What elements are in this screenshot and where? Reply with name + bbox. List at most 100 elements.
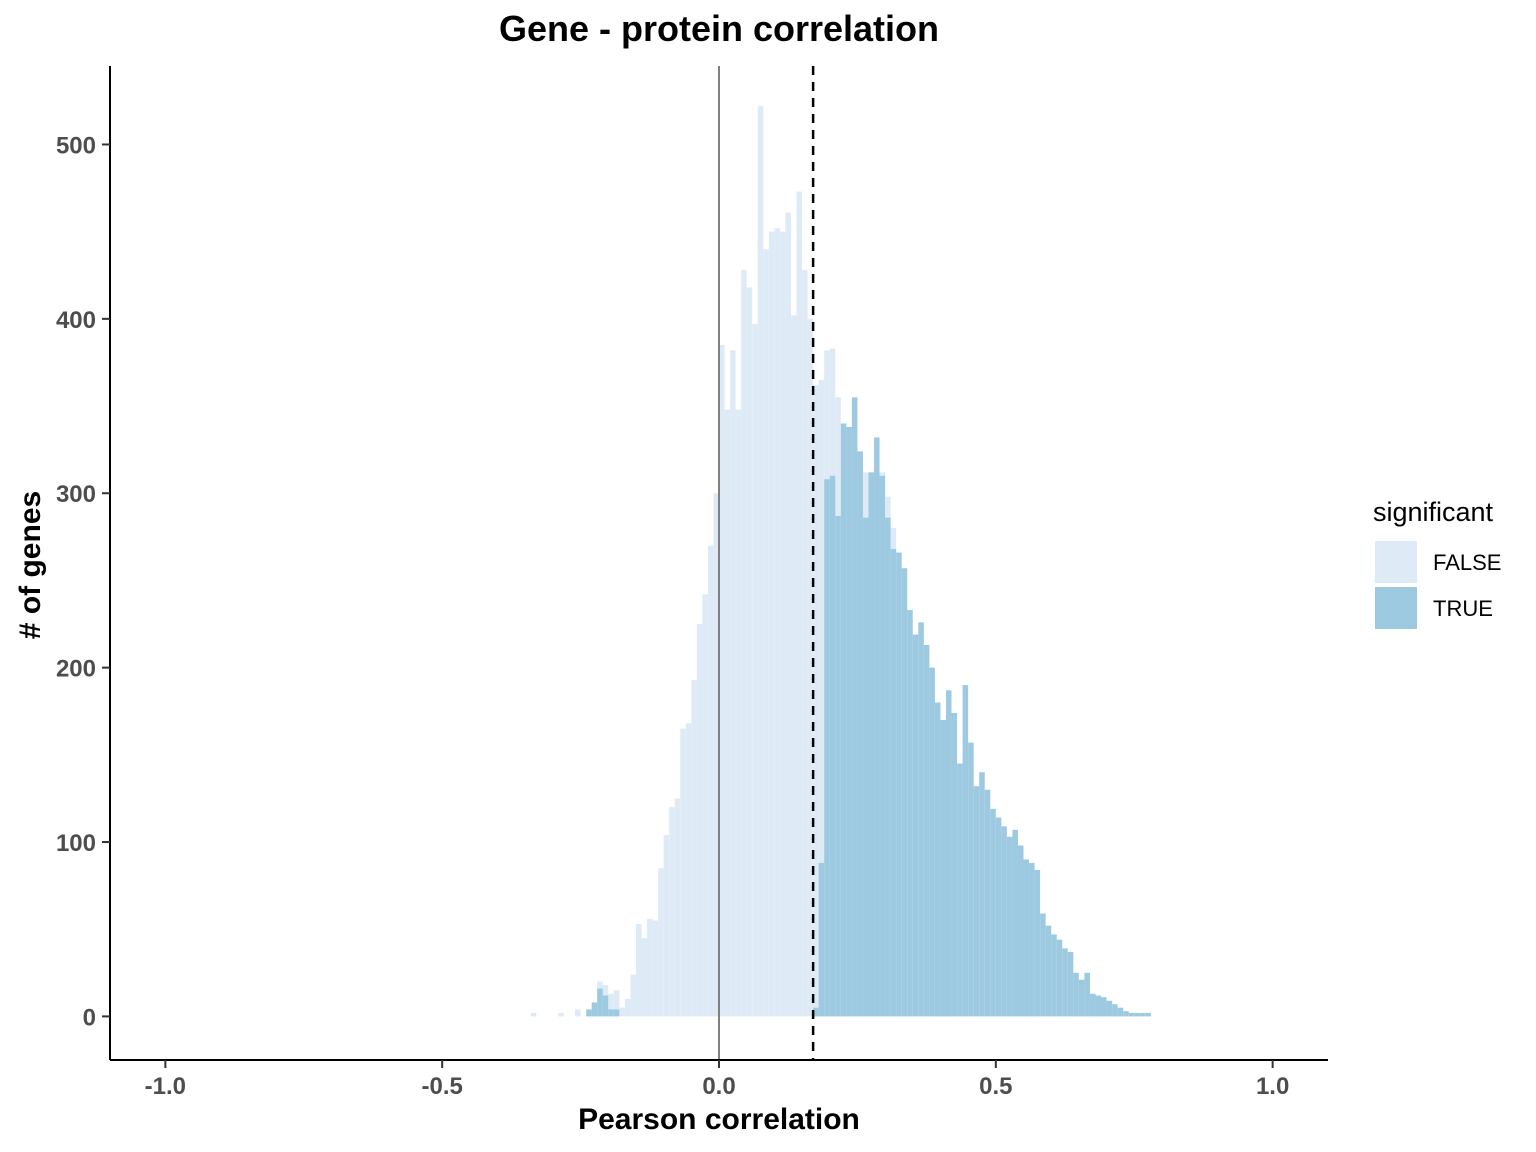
x-axis-ticks: -1.0 -0.5 0.0 0.5 1.0 <box>145 1060 1289 1100</box>
bar-true <box>885 517 891 1017</box>
bar-true <box>962 685 969 1017</box>
legend-swatch-true <box>1375 587 1417 629</box>
bar-true <box>857 451 863 1017</box>
bar-true <box>945 690 952 1017</box>
bar-false <box>774 228 780 1017</box>
bar-false <box>796 191 803 1017</box>
bar-true <box>868 472 875 1017</box>
bar-true <box>984 789 991 1017</box>
bar-true <box>1040 913 1046 1017</box>
chart-title: Gene - protein correlation <box>499 8 939 49</box>
x-tick-label: 0.0 <box>702 1073 735 1100</box>
bar-true <box>1095 995 1102 1017</box>
bar-true <box>901 568 908 1017</box>
bar-true <box>1029 862 1035 1017</box>
bar-false <box>530 1012 537 1017</box>
y-axis-title: # of genes <box>14 491 47 639</box>
bar-false <box>813 385 819 1017</box>
bar-false <box>741 270 747 1017</box>
bar-true <box>1051 934 1057 1017</box>
bar-true <box>1123 1011 1129 1017</box>
bar-true <box>907 610 913 1017</box>
y-tick-label: 200 <box>56 656 96 683</box>
bar-true <box>1145 1012 1151 1017</box>
bar-false <box>707 545 714 1017</box>
y-tick-label: 300 <box>56 481 96 508</box>
legend-label-false: FALSE <box>1433 550 1501 575</box>
legend: significant FALSE TRUE <box>1373 497 1501 629</box>
bar-false <box>807 318 814 1017</box>
y-tick-label: 400 <box>56 307 96 334</box>
bar-false <box>818 379 825 1017</box>
bar-true <box>923 644 930 1017</box>
bar-true <box>840 423 847 1017</box>
bar-true <box>1056 939 1063 1017</box>
bar-true <box>602 995 609 1017</box>
bar-true <box>851 397 858 1017</box>
y-tick-label: 500 <box>56 132 96 159</box>
x-tick-label: 0.5 <box>979 1073 1012 1100</box>
bar-true <box>896 552 902 1017</box>
legend-label-true: TRUE <box>1433 596 1493 621</box>
bar-false <box>719 345 725 1017</box>
bar-false <box>575 1009 581 1017</box>
bar-false <box>647 918 653 1017</box>
bar-false <box>674 798 681 1017</box>
bar-true <box>1067 951 1074 1017</box>
bar-true <box>608 1009 614 1017</box>
bar-true <box>1089 993 1096 1017</box>
x-tick-label: 1.0 <box>1256 1073 1289 1100</box>
bar-true <box>957 763 963 1017</box>
bar-false <box>702 594 708 1017</box>
bar-true <box>586 1009 592 1017</box>
bar-false <box>613 990 620 1017</box>
bar-false <box>785 212 791 1017</box>
bar-true <box>1117 1007 1124 1017</box>
y-axis-ticks: 0 100 200 300 400 500 <box>56 132 110 1031</box>
legend-swatch-false <box>1375 541 1417 583</box>
series-true-bars <box>586 397 1151 1017</box>
bar-true <box>951 712 958 1017</box>
bar-false <box>790 315 797 1017</box>
bar-true <box>829 475 836 1017</box>
bar-true <box>1001 826 1007 1017</box>
bar-true <box>818 862 825 1017</box>
bar-true <box>1017 845 1024 1017</box>
bar-true <box>1134 1012 1140 1017</box>
bar-false <box>619 1007 625 1017</box>
bar-true <box>1012 829 1018 1017</box>
x-axis-title: Pearson correlation <box>578 1103 860 1136</box>
bar-false <box>658 868 664 1017</box>
bar-true <box>990 808 996 1017</box>
bar-true <box>613 1009 620 1017</box>
bar-true <box>973 786 980 1017</box>
bar-false <box>685 723 692 1017</box>
bar-true <box>940 719 946 1017</box>
bar-true <box>1128 1012 1135 1017</box>
bar-true <box>1101 997 1107 1017</box>
bar-false <box>558 1012 564 1017</box>
bar-true <box>1139 1012 1146 1017</box>
bar-true <box>835 515 841 1017</box>
bar-false <box>713 493 719 1017</box>
bar-false <box>608 993 614 1017</box>
bar-true <box>912 634 919 1017</box>
bar-false <box>635 923 642 1017</box>
bar-true <box>929 667 935 1017</box>
bar-true <box>874 437 880 1017</box>
bar-true <box>1078 979 1085 1017</box>
bar-false <box>630 974 636 1017</box>
bar-false <box>763 249 769 1017</box>
bar-false <box>779 231 786 1017</box>
bar-false <box>730 350 736 1017</box>
bar-true <box>995 817 1002 1017</box>
bar-true <box>591 1002 598 1017</box>
bar-false <box>724 409 731 1017</box>
bar-false <box>624 998 631 1017</box>
bar-false <box>663 835 670 1017</box>
bar-true <box>1023 859 1030 1017</box>
bar-false <box>757 106 764 1017</box>
bar-false <box>680 728 686 1017</box>
bar-true <box>934 702 941 1017</box>
